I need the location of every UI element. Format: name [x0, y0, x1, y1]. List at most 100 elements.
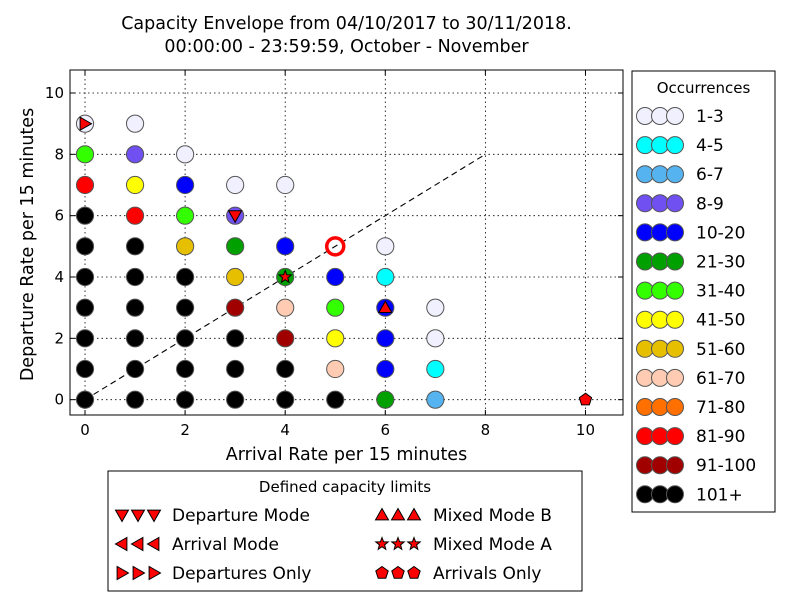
data-point	[426, 390, 445, 409]
legend-swatch	[636, 281, 654, 300]
occurrence-legend-label: 6-7	[696, 165, 724, 185]
capacity-legend-label: Departures Only	[172, 564, 311, 584]
capacity-legend-swatch	[407, 565, 421, 579]
legend-swatch	[636, 339, 654, 358]
data-point	[226, 390, 245, 409]
data-point	[326, 298, 345, 317]
occurrence-legend-entry: 51-60	[636, 339, 745, 360]
data-point	[276, 329, 295, 348]
legend-swatch	[651, 485, 669, 504]
occurrence-legend-label: 51-60	[696, 340, 745, 360]
data-point	[176, 145, 195, 164]
legend-swatch	[666, 427, 684, 446]
capacity-legend-entry: Mixed Mode B	[374, 506, 552, 526]
data-point	[176, 359, 195, 379]
y-axis-label: Departure Rate per 15 minutes	[18, 108, 38, 381]
legend-swatch	[666, 136, 684, 155]
data-point	[326, 359, 345, 379]
data-point	[226, 298, 245, 317]
data-point	[75, 145, 95, 164]
data-point	[276, 359, 295, 379]
data-point	[176, 329, 195, 348]
legend-swatch	[651, 281, 669, 300]
capacity-legend-swatch	[114, 536, 128, 552]
occurrence-legend-entry: 1-3	[636, 107, 724, 127]
data-point	[226, 329, 245, 348]
x-tick-label: 4	[280, 421, 290, 439]
legend-swatch	[666, 398, 684, 416]
legend-swatch	[636, 427, 654, 446]
occurrence-legend-entry: 101+	[636, 485, 743, 505]
legend-swatch	[651, 456, 669, 475]
capacity-legend-entry: Arrivals Only	[375, 564, 541, 584]
data-point	[326, 329, 345, 348]
y-tick-label: 0	[54, 391, 64, 409]
data-point	[176, 175, 195, 195]
occurrence-legend-entry: 6-7	[636, 165, 724, 185]
highlight-ring	[324, 236, 346, 257]
capacity-marker-triangle-right	[79, 116, 93, 132]
data-point	[125, 175, 145, 195]
data-point	[125, 114, 145, 133]
capacity-legend-swatch	[390, 536, 406, 551]
occurrence-legend-entry: 4-5	[636, 136, 724, 156]
capacity-legend-swatch	[390, 507, 406, 521]
legend-swatch	[636, 310, 654, 329]
data-point	[326, 267, 345, 287]
capacity-legend-entry: Departures Only	[116, 564, 311, 584]
x-tick-label: 10	[576, 421, 595, 439]
data-point	[75, 298, 95, 317]
occurrence-legend-label: 8-9	[696, 194, 724, 214]
capacity-legend-entry: Mixed Mode A	[374, 535, 552, 555]
capacity-legend-swatch	[374, 536, 390, 551]
data-point	[176, 206, 195, 225]
data-point	[125, 329, 145, 348]
capacity-legend-swatch	[130, 509, 146, 523]
capacity-legend-swatch	[375, 565, 389, 579]
capacity-legend-swatch	[146, 536, 160, 552]
occurrence-legend-label: 41-50	[696, 311, 745, 331]
y-tick-label: 10	[45, 84, 64, 102]
occurrence-legend-entry: 41-50	[636, 310, 745, 331]
occurrence-legend-entry: 31-40	[636, 281, 745, 302]
occurrence-legend-label: 61-70	[696, 369, 745, 389]
legend-swatch	[666, 485, 684, 504]
data-point	[226, 267, 245, 287]
capacity-legend-swatch	[406, 536, 422, 551]
occurrence-legend-label: 91-100	[696, 456, 756, 476]
x-tick-label: 6	[381, 421, 391, 439]
legend-swatch	[666, 456, 684, 475]
plot-frame	[69, 69, 624, 416]
legend-swatch	[636, 456, 654, 475]
capacity-marker-pentagon	[578, 392, 593, 406]
data-point	[75, 206, 95, 225]
occurrence-legend-label: 81-90	[696, 427, 745, 447]
data-point	[376, 329, 395, 348]
data-point	[125, 390, 145, 409]
data-point	[276, 175, 295, 195]
legend-swatch	[666, 223, 684, 242]
data-point	[426, 359, 445, 379]
occurrence-legend-entry: 71-80	[636, 398, 745, 418]
x-tick-label: 8	[481, 421, 491, 439]
legend-swatch	[636, 223, 654, 242]
legend-swatch	[666, 107, 684, 125]
occurrence-legend-label: 31-40	[696, 282, 745, 302]
legend-swatch	[651, 368, 669, 387]
legend-swatch	[636, 485, 654, 504]
occurrence-legend-label: 1-3	[696, 107, 724, 127]
data-point	[376, 359, 395, 379]
legend-swatch	[666, 368, 684, 387]
x-axis-label: Arrival Rate per 15 minutes	[226, 445, 467, 465]
legend-swatch	[666, 165, 684, 184]
data-point	[376, 267, 395, 287]
data-point	[75, 329, 95, 348]
legend-swatch	[636, 398, 654, 416]
y-tick-label: 8	[54, 145, 64, 163]
data-point	[226, 175, 245, 195]
x-tick-label: 0	[80, 421, 90, 439]
capacity-legend-swatch	[114, 509, 130, 523]
x-tick-label: 2	[180, 421, 190, 439]
legend-swatch	[651, 194, 669, 213]
